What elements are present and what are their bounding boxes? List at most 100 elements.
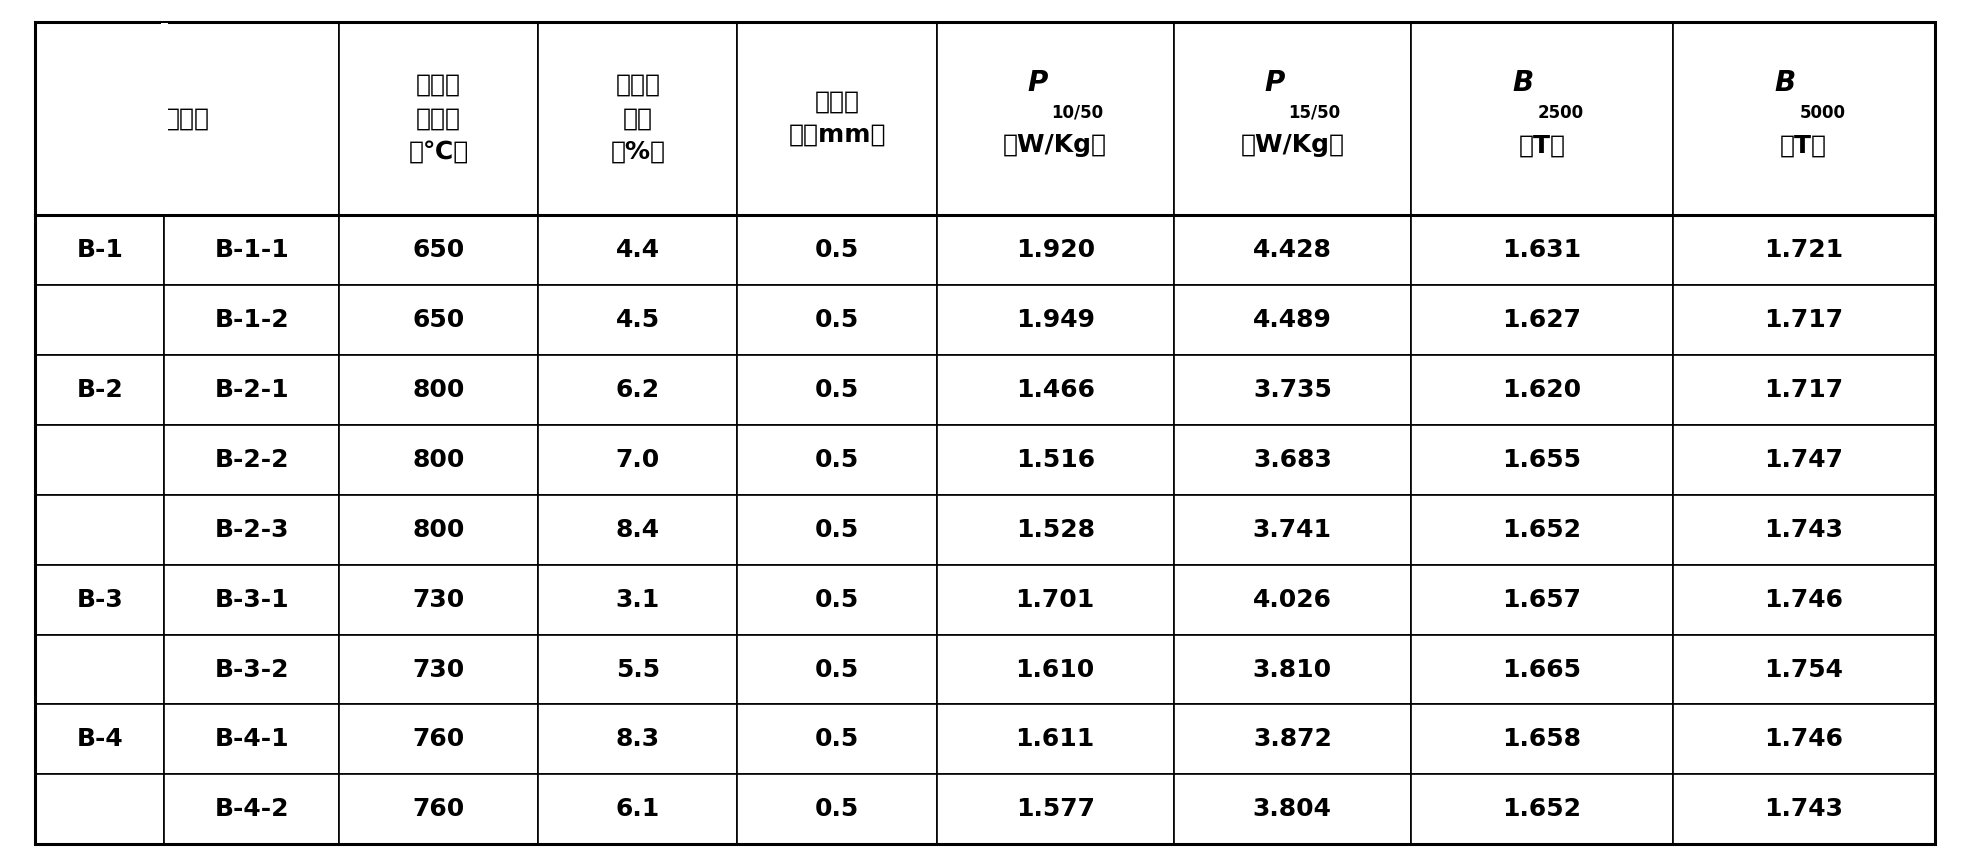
Text: B-2: B-2 <box>77 378 124 402</box>
Bar <box>737 22 936 215</box>
Text: B-1: B-1 <box>77 238 124 262</box>
Text: 1.665: 1.665 <box>1503 657 1582 682</box>
Text: 0.5: 0.5 <box>816 238 859 262</box>
Bar <box>164 424 339 494</box>
Text: 760: 760 <box>412 798 465 821</box>
Bar <box>1673 355 1935 424</box>
Text: 4.026: 4.026 <box>1253 588 1332 611</box>
Text: （T）: （T） <box>1519 133 1566 158</box>
Bar <box>737 494 936 565</box>
Text: 1.701: 1.701 <box>1017 588 1095 611</box>
Text: （T）: （T） <box>1781 133 1826 158</box>
Text: 650: 650 <box>412 308 465 332</box>
Text: 1.920: 1.920 <box>1017 238 1095 262</box>
Bar <box>1673 704 1935 774</box>
Bar <box>339 635 538 704</box>
Bar <box>1673 635 1935 704</box>
Bar <box>339 355 538 424</box>
Text: 5.5: 5.5 <box>617 657 660 682</box>
Text: 3.804: 3.804 <box>1253 798 1332 821</box>
Text: 1.717: 1.717 <box>1763 308 1844 332</box>
Bar <box>339 774 538 844</box>
Bar <box>1174 355 1411 424</box>
Bar <box>1174 285 1411 355</box>
Bar <box>538 565 737 635</box>
Text: 1.620: 1.620 <box>1503 378 1582 402</box>
Bar <box>1411 424 1673 494</box>
Text: 800: 800 <box>412 378 465 402</box>
Bar <box>1174 494 1411 565</box>
Text: 0.5: 0.5 <box>816 588 859 611</box>
Text: 650: 650 <box>412 238 465 262</box>
Text: 3.683: 3.683 <box>1253 448 1332 472</box>
Bar <box>737 285 936 355</box>
Bar <box>35 494 164 565</box>
Text: B-1-2: B-1-2 <box>215 308 290 332</box>
Bar <box>936 285 1174 355</box>
Text: 0.5: 0.5 <box>816 798 859 821</box>
Text: 4.5: 4.5 <box>617 308 660 332</box>
Bar <box>1174 22 1411 215</box>
Text: B-3: B-3 <box>77 588 124 611</box>
Bar <box>164 635 339 704</box>
Bar <box>164 355 339 424</box>
Bar <box>1411 215 1673 285</box>
Text: 3.1: 3.1 <box>617 588 660 611</box>
Bar <box>164 565 339 635</box>
Bar <box>35 704 164 774</box>
Bar <box>538 215 737 285</box>
Bar <box>35 22 164 215</box>
Bar <box>1174 565 1411 635</box>
Text: B-4-2: B-4-2 <box>215 798 290 821</box>
Bar <box>35 774 164 844</box>
Text: P: P <box>1265 69 1284 97</box>
Text: （W/Kg）: （W/Kg） <box>1241 133 1344 158</box>
Bar <box>35 355 164 424</box>
Bar <box>164 285 339 355</box>
Bar <box>538 285 737 355</box>
Text: 8.4: 8.4 <box>617 518 660 541</box>
Bar <box>35 285 164 355</box>
Bar <box>538 355 737 424</box>
Bar <box>538 22 737 215</box>
Text: 3.810: 3.810 <box>1253 657 1332 682</box>
Bar <box>1673 424 1935 494</box>
Text: 2500: 2500 <box>1539 104 1584 122</box>
Text: 0.5: 0.5 <box>816 308 859 332</box>
Bar <box>35 635 164 704</box>
Bar <box>35 424 164 494</box>
Bar <box>538 494 737 565</box>
Text: B: B <box>1513 69 1535 97</box>
Text: 1.577: 1.577 <box>1017 798 1095 821</box>
Text: B-1-1: B-1-1 <box>215 238 290 262</box>
Bar <box>160 23 167 214</box>
Text: 4.489: 4.489 <box>1253 308 1332 332</box>
Text: 3.872: 3.872 <box>1253 727 1332 752</box>
Bar <box>936 424 1174 494</box>
Bar <box>1673 774 1935 844</box>
Bar <box>339 424 538 494</box>
Text: 3.735: 3.735 <box>1253 378 1332 402</box>
Text: 7.0: 7.0 <box>617 448 660 472</box>
Bar <box>737 774 936 844</box>
Bar <box>936 355 1174 424</box>
Bar <box>936 565 1174 635</box>
Bar <box>936 635 1174 704</box>
Bar <box>164 494 339 565</box>
Bar <box>538 704 737 774</box>
Text: 1.717: 1.717 <box>1763 378 1844 402</box>
Bar <box>1411 285 1673 355</box>
Text: 0.5: 0.5 <box>816 378 859 402</box>
Text: 1.721: 1.721 <box>1763 238 1844 262</box>
Bar <box>737 704 936 774</box>
Bar <box>538 635 737 704</box>
Bar <box>936 704 1174 774</box>
Bar <box>35 215 164 285</box>
Text: 760: 760 <box>412 727 465 752</box>
Bar <box>1673 285 1935 355</box>
Text: 730: 730 <box>412 588 465 611</box>
Text: B-3-1: B-3-1 <box>215 588 290 611</box>
Bar <box>339 704 538 774</box>
Text: 1.747: 1.747 <box>1763 448 1844 472</box>
Bar <box>35 565 164 635</box>
